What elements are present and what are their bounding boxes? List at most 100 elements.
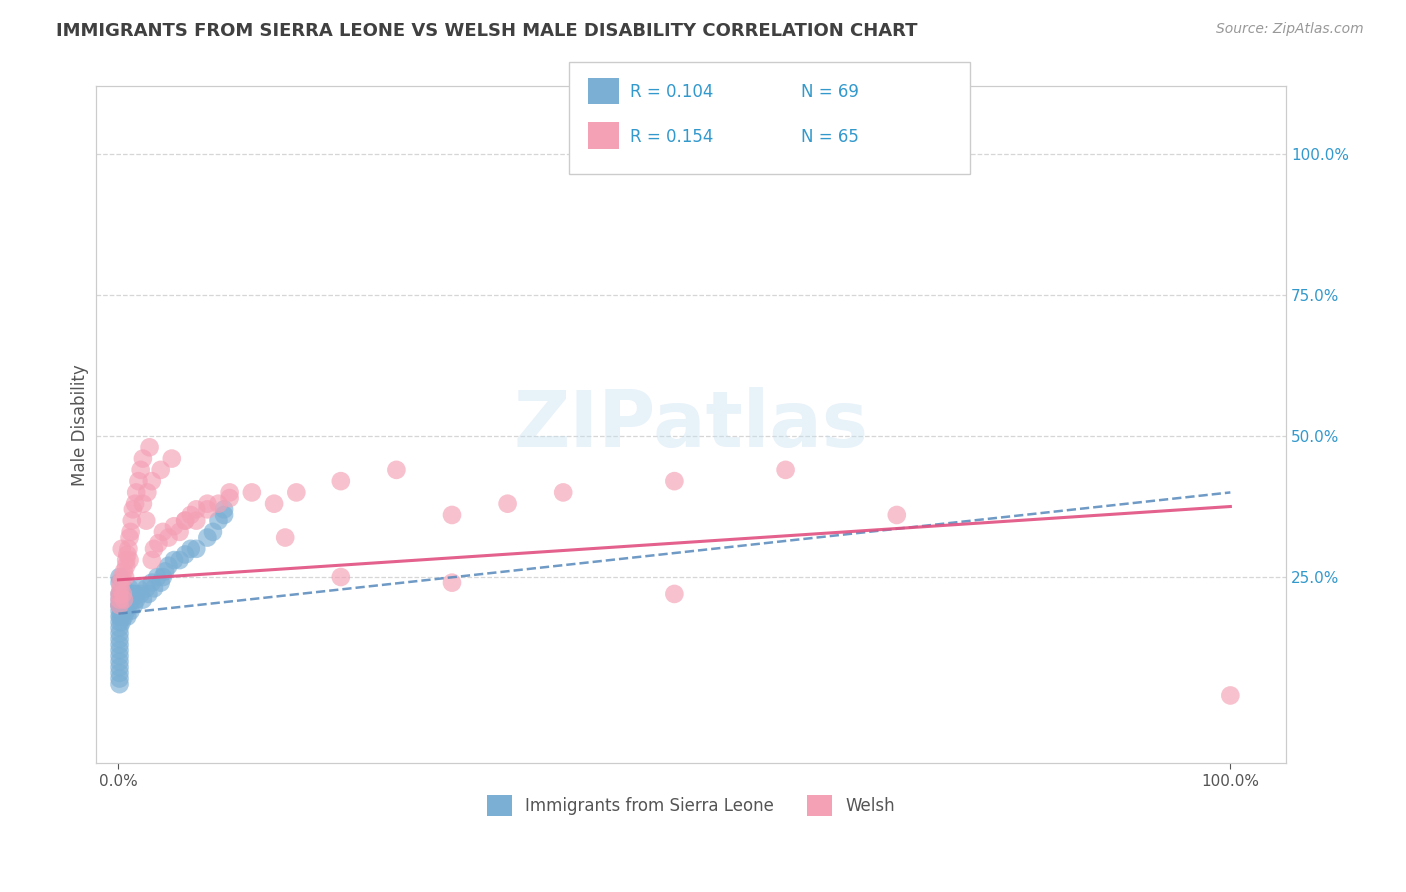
Point — [108, 598, 131, 612]
Point — [108, 638, 131, 652]
Point — [153, 565, 176, 579]
Text: IMMIGRANTS FROM SIERRA LEONE VS WELSH MALE DISABILITY CORRELATION CHART: IMMIGRANTS FROM SIERRA LEONE VS WELSH MA… — [56, 22, 918, 40]
Point — [1219, 689, 1241, 703]
Point — [664, 587, 686, 601]
Point — [110, 598, 132, 612]
Point — [212, 502, 235, 516]
Point — [152, 570, 174, 584]
Point — [775, 463, 797, 477]
Point — [160, 451, 183, 466]
Point — [186, 541, 208, 556]
Point — [111, 587, 134, 601]
Point — [121, 592, 143, 607]
Point — [129, 587, 152, 601]
Point — [108, 665, 131, 680]
Point — [117, 609, 139, 624]
Point — [110, 575, 132, 590]
Point — [111, 598, 134, 612]
Point — [108, 677, 131, 691]
Point — [118, 587, 141, 601]
Point — [111, 541, 134, 556]
Point — [157, 558, 180, 573]
Point — [108, 592, 131, 607]
Point — [127, 474, 149, 488]
Point — [118, 582, 141, 596]
Point — [132, 592, 155, 607]
Point — [108, 648, 131, 663]
Point — [132, 497, 155, 511]
Point — [121, 514, 143, 528]
Point — [174, 548, 197, 562]
Point — [108, 615, 131, 629]
Point — [108, 632, 131, 646]
Point — [207, 497, 229, 511]
Point — [157, 531, 180, 545]
Point — [553, 485, 575, 500]
Point — [124, 587, 146, 601]
Point — [108, 621, 131, 635]
Point — [112, 582, 135, 596]
Point — [115, 592, 138, 607]
Point — [136, 485, 159, 500]
Point — [114, 570, 136, 584]
Point — [110, 609, 132, 624]
Point — [127, 582, 149, 596]
Point — [138, 440, 160, 454]
Point — [108, 609, 131, 624]
Point — [111, 587, 134, 601]
Point — [125, 485, 148, 500]
Y-axis label: Male Disability: Male Disability — [72, 364, 89, 485]
Point — [143, 582, 166, 596]
Text: R = 0.154: R = 0.154 — [630, 128, 713, 145]
Point — [124, 497, 146, 511]
Point — [174, 514, 197, 528]
Point — [108, 598, 131, 612]
Point — [440, 575, 463, 590]
Point — [122, 587, 145, 601]
Point — [141, 474, 163, 488]
Point — [212, 508, 235, 522]
Point — [385, 463, 408, 477]
Point — [117, 548, 139, 562]
Point — [132, 451, 155, 466]
Point — [111, 604, 134, 618]
Point — [146, 570, 169, 584]
Point — [169, 524, 191, 539]
Point — [218, 485, 240, 500]
Point — [118, 531, 141, 545]
Point — [112, 592, 135, 607]
Point — [174, 514, 197, 528]
Point — [180, 541, 202, 556]
Point — [138, 587, 160, 601]
Point — [195, 531, 218, 545]
Point — [149, 575, 172, 590]
Point — [496, 497, 519, 511]
Point — [148, 536, 170, 550]
Point — [117, 587, 139, 601]
Text: N = 69: N = 69 — [801, 83, 859, 101]
Point — [163, 519, 186, 533]
Point — [108, 598, 131, 612]
Point — [115, 558, 138, 573]
Text: R = 0.104: R = 0.104 — [630, 83, 713, 101]
Point — [141, 553, 163, 567]
Point — [664, 474, 686, 488]
Point — [108, 643, 131, 657]
Point — [120, 604, 142, 618]
Point — [114, 598, 136, 612]
Point — [120, 524, 142, 539]
Point — [169, 553, 191, 567]
Point — [274, 531, 297, 545]
Point — [117, 541, 139, 556]
Point — [122, 502, 145, 516]
Point — [263, 497, 285, 511]
Point — [108, 655, 131, 669]
Point — [111, 592, 134, 607]
Point — [143, 541, 166, 556]
Point — [149, 463, 172, 477]
Point — [110, 587, 132, 601]
Point — [111, 615, 134, 629]
Point — [112, 565, 135, 579]
Point — [201, 524, 224, 539]
Point — [129, 463, 152, 477]
